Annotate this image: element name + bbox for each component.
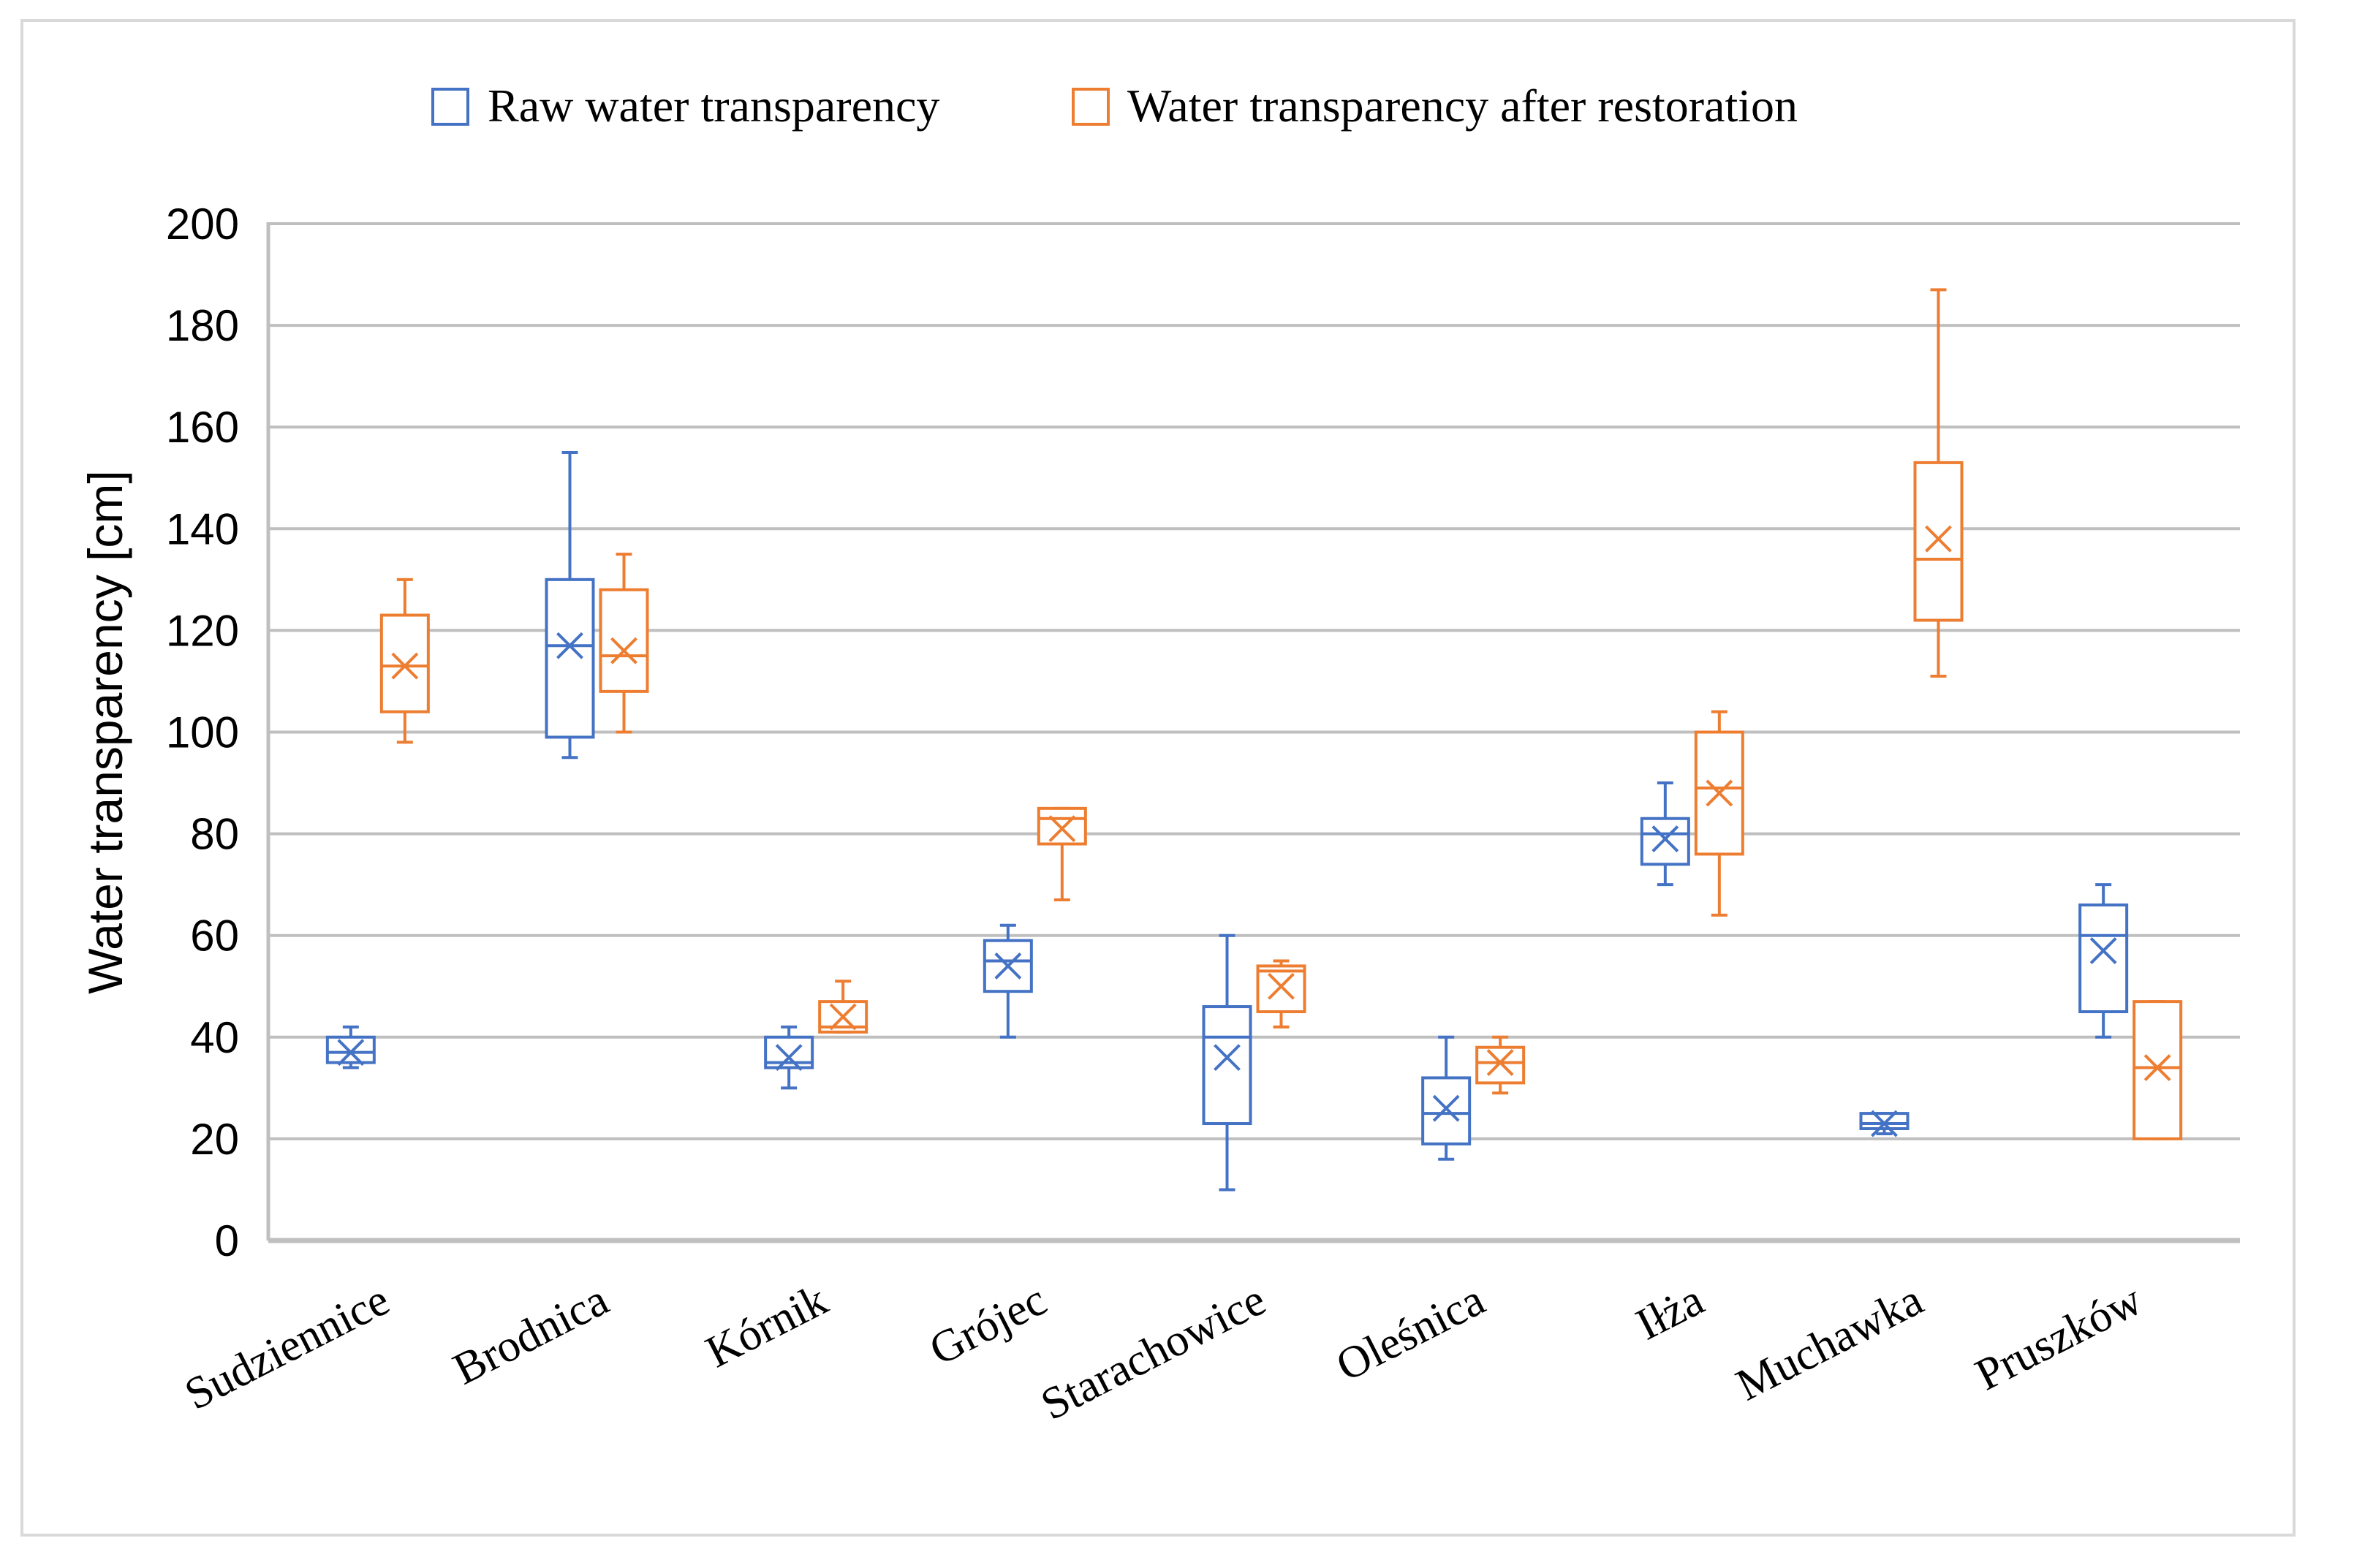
box-after-3 <box>1037 806 1087 902</box>
y-tick-label: 60 <box>190 912 239 961</box>
legend-label: Water transparency after restoration <box>1127 80 1798 132</box>
y-tick-label: 100 <box>166 708 239 757</box>
mean-marker <box>1925 525 1952 553</box>
box-raw-7 <box>1859 1110 1910 1137</box>
mean-marker <box>1214 1044 1241 1072</box>
box-after-5 <box>1475 1035 1526 1095</box>
iqr-box <box>1640 817 1690 866</box>
mean-marker <box>1268 972 1295 1000</box>
box-after-0 <box>379 577 430 744</box>
x-category-label: Oleśnica <box>1328 1275 1492 1391</box>
mean-marker <box>775 1044 803 1072</box>
box-raw-4 <box>1202 933 1252 1192</box>
series-after-restoration <box>379 288 2183 1140</box>
x-category-label: Sudziennice <box>177 1275 397 1420</box>
box-raw-1 <box>545 450 595 760</box>
y-tick-label: 180 <box>166 301 239 350</box>
y-tick-label: 140 <box>166 504 239 553</box>
y-tick-label: 0 <box>215 1216 239 1265</box>
iqr-box <box>1202 1005 1252 1126</box>
iqr-box <box>2078 903 2129 1014</box>
box-after-1 <box>599 553 649 734</box>
box-raw-6 <box>1640 781 1690 887</box>
iqr-box <box>325 1035 376 1064</box>
box-raw-3 <box>983 923 1033 1039</box>
mean-marker <box>1432 1094 1460 1122</box>
gridlines <box>268 222 2240 1140</box>
mean-marker <box>610 637 637 664</box>
chart-frame: 0 20 40 60 80 100 120 140 160 180 200 Sudziennice B… <box>20 19 2296 1537</box>
y-tick-label: 40 <box>190 1013 239 1062</box>
y-axis-title: Water transparency [cm] <box>78 470 132 993</box>
y-tick-label: 160 <box>166 403 239 452</box>
x-axis-category-labels: Sudziennice Brodnica Kórnik GrójecStarachow… <box>177 1275 2149 1430</box>
iqr-box <box>1256 964 1306 1014</box>
iqr-box <box>1475 1045 1526 1085</box>
box-after-8 <box>2132 1000 2183 1140</box>
box-after-2 <box>818 980 868 1034</box>
iqr-box <box>545 577 595 739</box>
box-after-4 <box>1256 959 1306 1029</box>
mean-marker <box>994 952 1022 980</box>
y-axis-tick-labels: 0 20 40 60 80 100 120 140 160 180 200 <box>166 200 239 1265</box>
iqr-box <box>1913 461 1964 622</box>
y-tick-label: 80 <box>190 810 239 859</box>
box-raw-8 <box>2078 883 2129 1039</box>
mean-marker <box>829 1003 857 1031</box>
mean-marker <box>1486 1049 1514 1076</box>
legend-swatch <box>1072 88 1110 126</box>
box-raw-5 <box>1421 1035 1472 1161</box>
legend: Raw water transparency Water transparency… <box>431 80 1798 132</box>
y-tick-label: 120 <box>166 606 239 655</box>
mean-marker <box>1871 1110 1898 1137</box>
box-after-6 <box>1694 710 1744 917</box>
legend-swatch <box>431 88 469 126</box>
x-category-label: Muchawka <box>1729 1275 1931 1411</box>
plot-area <box>325 288 2183 1192</box>
boxplot-chart: 0 20 40 60 80 100 120 140 160 180 200 Sudziennice B… <box>78 80 2240 1430</box>
mean-marker <box>556 632 583 659</box>
y-tick-label: 200 <box>166 200 239 249</box>
iqr-box <box>1037 806 1087 846</box>
x-category-label: Starachowice <box>1033 1275 1273 1430</box>
mean-marker <box>2143 1054 2171 1081</box>
y-tick-label: 20 <box>190 1115 239 1164</box>
mean-marker <box>1651 825 1679 852</box>
iqr-box <box>1859 1112 1910 1130</box>
x-category-label: Pruszków <box>1968 1275 2150 1401</box>
box-raw-2 <box>764 1025 814 1090</box>
legend-label: Raw water transparency <box>488 80 939 132</box>
iqr-box <box>599 588 649 693</box>
x-category-label: Grójec <box>922 1275 1054 1375</box>
iqr-box <box>1421 1076 1472 1145</box>
x-category-label: Brodnica <box>445 1275 616 1395</box>
mean-marker <box>2089 937 2117 964</box>
x-category-label: Kórnik <box>698 1275 835 1377</box>
mean-marker <box>337 1039 365 1067</box>
mean-marker <box>391 652 419 680</box>
mean-marker <box>1706 779 1733 807</box>
mean-marker <box>1048 815 1076 843</box>
x-category-label: Iłża <box>1629 1275 1712 1350</box>
series-raw <box>325 450 2129 1192</box>
axes <box>266 222 2240 1243</box>
box-raw-0 <box>325 1025 376 1069</box>
iqr-box <box>2132 1000 2183 1140</box>
iqr-box <box>379 613 430 713</box>
box-after-7 <box>1913 288 1964 678</box>
